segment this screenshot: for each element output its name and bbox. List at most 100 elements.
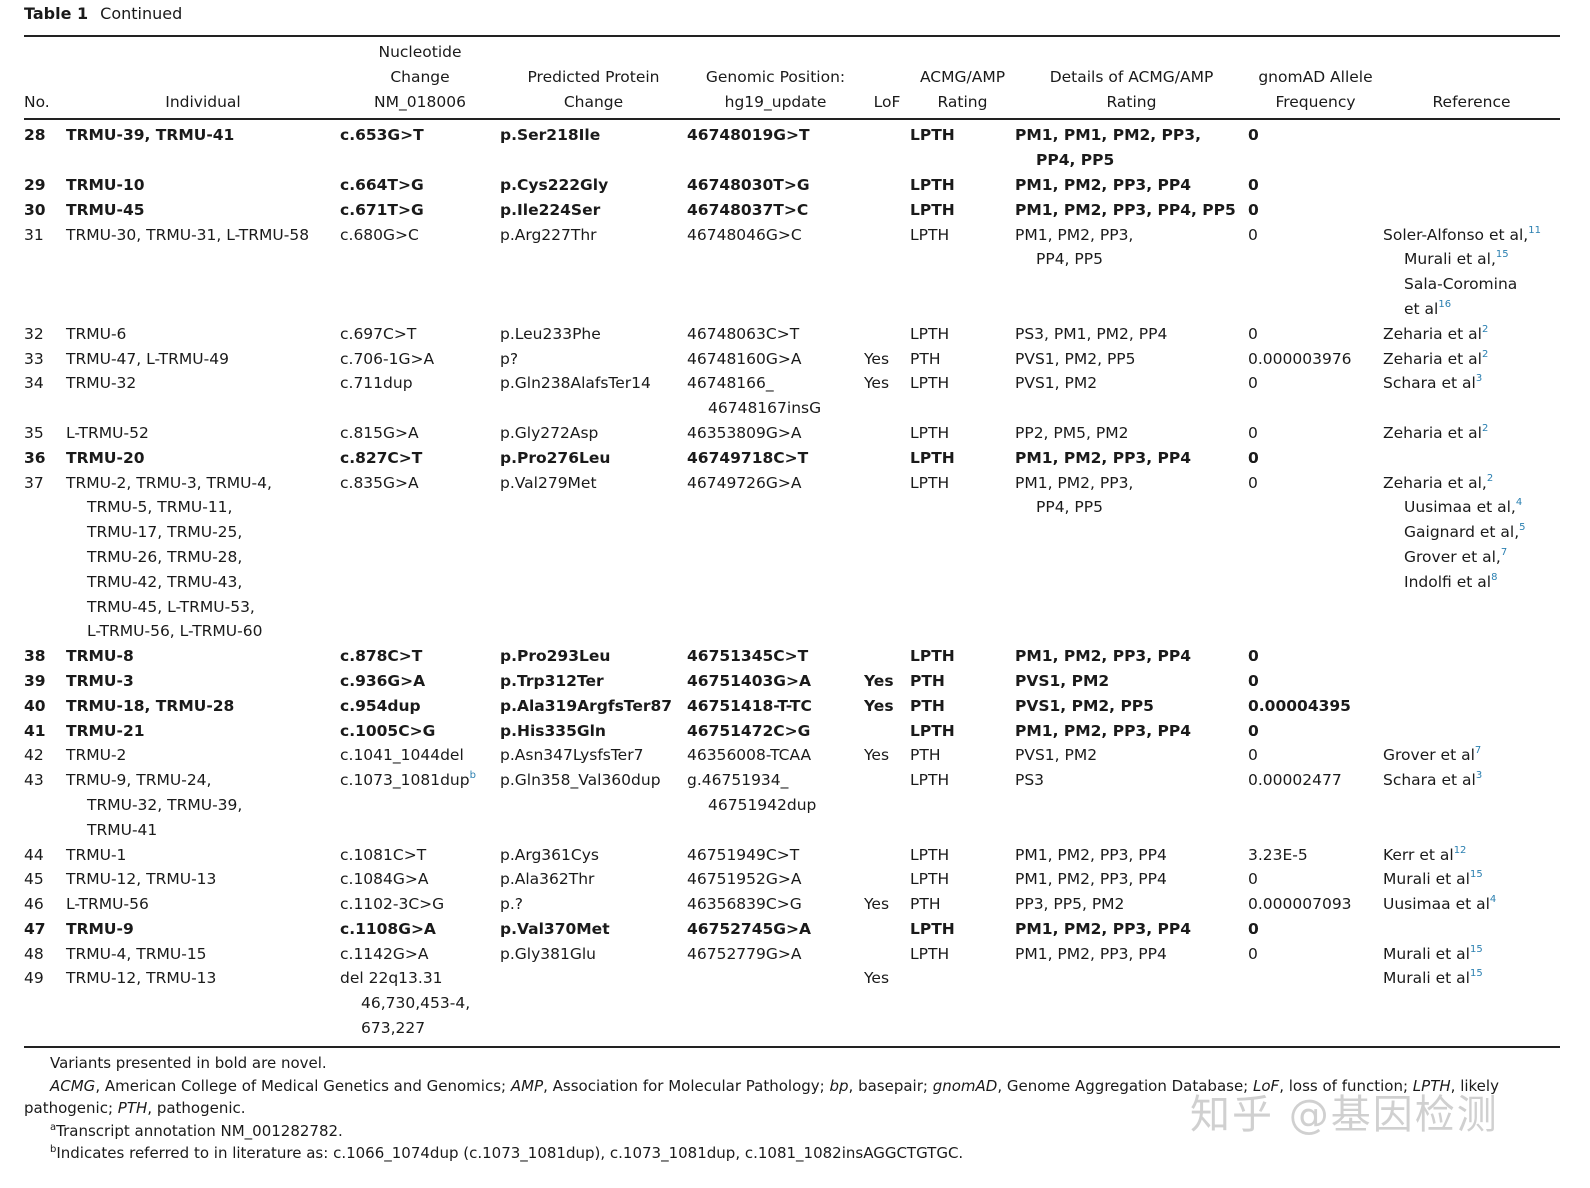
citation-superscript[interactable]: 11 <box>1528 224 1541 236</box>
cell-acmg-details: PM1, PM2, PP3, PP4 <box>1015 448 1192 467</box>
watermark: 知乎 @基因检测 <box>1190 1092 1499 1138</box>
cell-nucleotide-change: c.671T>G <box>340 200 424 219</box>
citation-superscript[interactable]: 16 <box>1438 298 1452 310</box>
table-row: 40 TRMU-18, TRMU-28 c.954dup p.Ala319ArgfsT… <box>24 694 1560 719</box>
citation-superscript[interactable]: 7 <box>1500 546 1508 558</box>
table-row: 32 TRMU-6 c.697C>T p.Leu233Phe 46748063C>T LP… <box>24 322 1560 347</box>
cell-gnomad-frequency: 0.00004395 <box>1248 696 1351 715</box>
cell-individual: TRMU-9, TRMU-24, TRMU-32, TRMU-39, TRMU-41 <box>66 771 243 839</box>
cell-nucleotide-change: c.664T>G <box>340 175 424 194</box>
citation-superscript[interactable]: b <box>469 770 476 782</box>
cell-lof: Yes <box>864 671 894 690</box>
footnote-abbreviations: ACMG, American College of Medical Geneti… <box>24 1076 1499 1118</box>
cell-acmg-rating: LPTH <box>910 944 950 963</box>
cell-reference <box>1383 198 1560 223</box>
cell-lof: Yes <box>864 696 894 715</box>
citation-superscript[interactable]: 2 <box>1481 323 1489 335</box>
cell-acmg-rating: PTH <box>910 671 945 690</box>
cell-reference: Murali et al15 <box>1383 943 1483 963</box>
cell-acmg-details: PM1, PM2, PP3, PP4 <box>1015 870 1167 889</box>
cell-reference <box>1383 719 1560 744</box>
cell-protein-change: p.His335Gln <box>500 721 606 740</box>
cell-protein-change: p.Pro293Leu <box>500 647 611 666</box>
cell-acmg-details: PP2, PM5, PM2 <box>1015 423 1129 442</box>
footnote-bold: Variants presented in bold are novel. <box>50 1054 327 1072</box>
cell-acmg-rating: LPTH <box>910 473 950 492</box>
cell-gnomad-frequency: 0 <box>1248 374 1258 393</box>
table-row: 41 TRMU-21 c.1005C>G p.His335Gln 46751472C>G… <box>24 719 1560 744</box>
citation-superscript[interactable]: 8 <box>1491 571 1498 583</box>
cell-acmg-rating: LPTH <box>910 647 955 666</box>
table-row: 42 TRMU-2 c.1041_1044del p.Asn347LysfsTer7 4… <box>24 743 1560 768</box>
cell-genomic-position <box>687 966 864 1040</box>
cell-nucleotide-change: c.1108G>A <box>340 919 436 938</box>
cell-reference: Zeharia et al2 <box>1383 323 1489 343</box>
table-row: 34 TRMU-32 c.711dup p.Gln238AlafsTer14 46748… <box>24 371 1560 421</box>
citation-superscript[interactable]: 12 <box>1453 844 1467 856</box>
cell-individual: TRMU-12, TRMU-13 <box>66 969 217 988</box>
cell-individual: L-TRMU-56 <box>66 895 149 914</box>
cell-individual: TRMU-45 <box>66 200 145 219</box>
cell-gnomad-frequency: 0 <box>1248 423 1258 442</box>
citation-superscript[interactable]: 2 <box>1481 348 1489 360</box>
cell-acmg-details: PM1, PM2, PP3, PP4 <box>1015 845 1167 864</box>
citation-superscript[interactable]: 15 <box>1495 249 1509 261</box>
citation-superscript[interactable]: 2 <box>1481 422 1489 434</box>
cell-no: 37 <box>24 473 44 492</box>
cell-acmg-details <box>1015 966 1248 1040</box>
table-row: 38 TRMU-8 c.878C>T p.Pro293Leu 46751345C>T LP… <box>24 644 1560 669</box>
cell-acmg-rating <box>910 966 1015 1040</box>
citation-superscript[interactable]: 15 <box>1469 943 1483 955</box>
cell-protein-change: p.Ala319ArgfsTer87 <box>500 696 673 715</box>
cell-gnomad-frequency: 0.00002477 <box>1248 771 1342 790</box>
citation-superscript[interactable]: 15 <box>1469 968 1483 980</box>
citation-superscript[interactable]: 3 <box>1475 373 1483 385</box>
cell-acmg-rating: LPTH <box>910 845 950 864</box>
cell-genomic-position: 46752745G>A <box>687 919 811 938</box>
cell-genomic-position: 46748063C>T <box>687 324 800 343</box>
header-nucleotide-change: Nucleotide Change NM_018006 <box>374 43 466 111</box>
cell-lof: Yes <box>864 969 890 988</box>
cell-no: 40 <box>24 696 46 715</box>
cell-acmg-rating: LPTH <box>910 870 950 889</box>
citation-superscript[interactable]: 4 <box>1515 497 1523 509</box>
cell-individual: TRMU-32 <box>66 374 137 393</box>
cell-reference <box>1383 117 1560 173</box>
cell-reference: Soler-Alfonso et al,11 Murali et al,15 Sal… <box>1383 224 1541 318</box>
cell-individual: TRMU-3 <box>66 671 134 690</box>
cell-nucleotide-change: c.653G>T <box>340 126 424 145</box>
cell-gnomad-frequency: 0.000007093 <box>1248 895 1352 914</box>
cell-individual: TRMU-2 <box>66 746 127 765</box>
cell-genomic-position: 46751949C>T <box>687 845 800 864</box>
citation-superscript[interactable]: 15 <box>1469 869 1483 881</box>
citation-superscript[interactable]: 7 <box>1474 745 1482 757</box>
citation-superscript[interactable]: 4 <box>1489 894 1497 906</box>
cell-protein-change: p.Val279Met <box>500 473 597 492</box>
cell-individual: TRMU-20 <box>66 448 145 467</box>
cell-nucleotide-change: c.1081C>T <box>340 845 427 864</box>
cell-gnomad-frequency: 0.000003976 <box>1248 349 1352 368</box>
cell-reference: Zeharia et al,2 Uusimaa et al,4 Gaignard e… <box>1383 472 1526 591</box>
cell-reference <box>1383 446 1560 471</box>
cell-lof <box>864 917 910 942</box>
cell-no: 32 <box>24 324 44 343</box>
cell-lof <box>864 942 910 967</box>
cell-reference: Grover et al7 <box>1383 745 1482 765</box>
cell-reference: Schara et al3 <box>1383 373 1483 393</box>
cell-genomic-position: g.46751934_ 46751942dup <box>687 771 817 814</box>
header-row: No. Individual Nucleotide Change NM_018006 Pr… <box>24 40 1560 117</box>
citation-superscript[interactable]: 3 <box>1475 770 1483 782</box>
cell-lof <box>864 644 910 669</box>
footnote-a: aTranscript annotation NM_001282782. <box>50 1121 343 1140</box>
cell-genomic-position: 46748019G>T <box>687 126 810 145</box>
header-no: No. <box>24 92 50 111</box>
cell-lof: Yes <box>864 374 890 393</box>
cell-acmg-details: PM1, PM2, PP3, PP4 <box>1015 175 1192 194</box>
cell-protein-change: p.Ser218Ile <box>500 126 601 145</box>
citation-superscript[interactable]: 2 <box>1486 472 1494 484</box>
citation-superscript[interactable]: 5 <box>1519 522 1526 534</box>
cell-nucleotide-change: c.697C>T <box>340 324 417 343</box>
cell-no: 33 <box>24 349 44 368</box>
cell-no: 29 <box>24 175 46 194</box>
cell-acmg-rating: LPTH <box>910 423 950 442</box>
